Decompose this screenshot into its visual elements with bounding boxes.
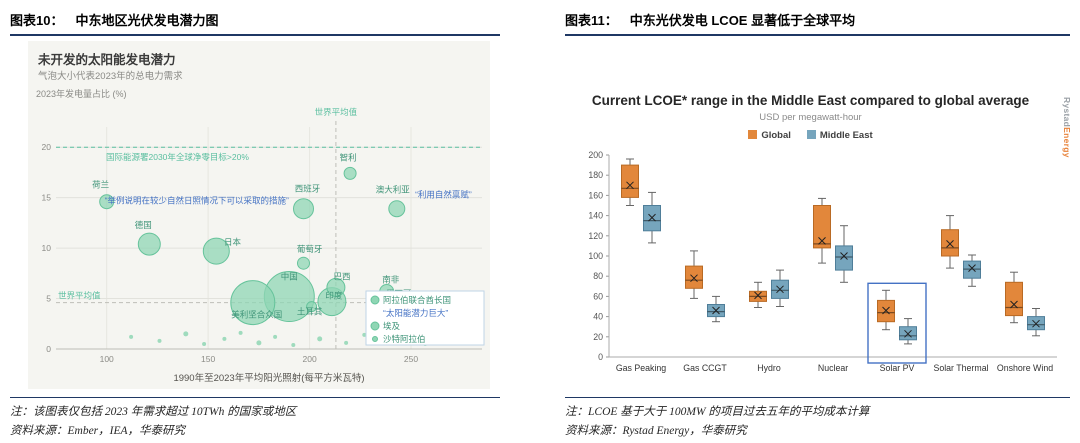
svg-text:世界平均值: 世界平均值 — [315, 107, 358, 117]
svg-text:80: 80 — [593, 271, 603, 281]
global-legend-swatch — [748, 130, 758, 139]
figure-11-foot-rule — [565, 397, 1070, 398]
figure-10-title: 中东地区光伏发电潜力图 — [75, 13, 219, 28]
svg-text:南非: 南非 — [382, 274, 400, 284]
svg-text:Gas CCGT: Gas CCGT — [683, 363, 727, 373]
svg-text:100: 100 — [588, 251, 603, 261]
figure-10-note: 注：该图表仅包括 2023 年需求超过 10TWh 的国家或地区 — [10, 406, 297, 418]
figure-10-foot-rule — [10, 397, 500, 398]
svg-text:土耳其: 土耳其 — [297, 307, 323, 317]
lcoe-chart-legend: Global Middle East — [565, 130, 1056, 141]
bubble-chart-title: 未开发的太阳能发电潜力 — [38, 53, 176, 67]
svg-text:60: 60 — [593, 291, 603, 301]
svg-text:Nuclear: Nuclear — [818, 363, 848, 373]
lcoe-chart-subtitle: USD per megawatt-hour — [759, 112, 862, 123]
svg-text:印度: 印度 — [325, 291, 343, 301]
bubble-chart-plot: 0 5 10 15 20 100 150 200 250 国际能源署2030年全球净零目标>20%… — [42, 107, 485, 384]
figure-10-section: 图表10： 中东地区光伏发电潜力图 未开发的太阳能发电潜力 气泡大小代表2023… — [10, 10, 500, 438]
svg-text:0: 0 — [46, 344, 51, 354]
svg-text:15: 15 — [42, 193, 52, 203]
figure-11-number: 图表11： — [565, 13, 618, 28]
svg-text:20: 20 — [593, 332, 603, 342]
rystad-energy-watermark: RystadEnergy — [1062, 97, 1072, 158]
legend-item-global: Global — [748, 130, 791, 141]
svg-text:巴西: 巴西 — [333, 271, 350, 281]
svg-text:Solar PV: Solar PV — [880, 363, 915, 373]
svg-text:“利用自然禀赋”: “利用自然禀赋” — [415, 190, 472, 200]
middle-east-legend-swatch — [806, 130, 816, 139]
svg-text:100: 100 — [100, 354, 114, 364]
svg-text:180: 180 — [588, 170, 603, 180]
legend-item-middle-east: Middle East — [806, 130, 873, 141]
figure-10-header: 图表10： 中东地区光伏发电潜力图 — [10, 10, 500, 34]
watermark-energy: Energy — [1062, 127, 1072, 158]
svg-text:200: 200 — [588, 150, 603, 160]
svg-text:世界平均值: 世界平均值 — [58, 291, 101, 301]
svg-text:澳大利亚: 澳大利亚 — [376, 185, 411, 195]
svg-text:140: 140 — [588, 211, 603, 221]
svg-text:“举例说明在较少自然日照情况下可以采取的措施”: “举例说明在较少自然日照情况下可以采取的措施” — [105, 196, 289, 206]
global-legend-label: Global — [761, 130, 791, 141]
svg-text:Hydro: Hydro — [757, 363, 781, 373]
figure-11-source: 资料来源：Rystad Energy，华泰研究 — [565, 425, 747, 437]
figure-10-number: 图表10： — [10, 13, 64, 28]
svg-text:Gas Peaking: Gas Peaking — [616, 363, 666, 373]
svg-text:德国: 德国 — [135, 220, 152, 230]
svg-text:西班牙: 西班牙 — [295, 184, 321, 194]
svg-text:国际能源署2030年全球净零目标>20%: 国际能源署2030年全球净零目标>20% — [106, 152, 249, 162]
figure-10-source: 资料来源：Ember，IEA，华泰研究 — [10, 425, 186, 437]
svg-text:美利坚合众国: 美利坚合众国 — [231, 310, 282, 320]
middle-east-legend-label: Middle East — [819, 130, 873, 141]
svg-text:日本: 日本 — [224, 237, 242, 247]
figure-11-section: 图表11： 中东光伏发电 LCOE 显著低于全球平均 Current LCOE*… — [565, 10, 1072, 438]
svg-text:埃及: 埃及 — [383, 321, 401, 331]
figure-11-header: 图表11： 中东光伏发电 LCOE 显著低于全球平均 — [565, 10, 1070, 34]
svg-text:150: 150 — [201, 354, 215, 364]
svg-text:中国: 中国 — [281, 271, 298, 281]
svg-text:160: 160 — [588, 190, 603, 200]
svg-text:Solar Thermal: Solar Thermal — [933, 363, 988, 373]
svg-text:1990年至2023年平均阳光照射(每平方米瓦特): 1990年至2023年平均阳光照射(每平方米瓦特) — [173, 372, 364, 384]
svg-text:250: 250 — [404, 354, 418, 364]
lcoe-boxplot-chart: Current LCOE* range in the Middle East c… — [565, 41, 1072, 389]
svg-text:阿拉伯联合酋长国: 阿拉伯联合酋长国 — [383, 295, 451, 305]
svg-text:20: 20 — [42, 142, 52, 152]
bubble-chart-y-axis-label: 2023年发电量占比 (%) — [36, 89, 127, 99]
figure-10-header-rule — [10, 34, 500, 36]
svg-text:“太阳能潜力巨大”: “太阳能潜力巨大” — [383, 308, 448, 318]
svg-text:荷兰: 荷兰 — [92, 180, 109, 190]
svg-text:0: 0 — [598, 352, 603, 362]
figure-11-note: 注：LCOE 基于大于 100MW 的项目过去五年的平均成本计算 — [565, 406, 870, 418]
svg-text:40: 40 — [593, 312, 603, 322]
lcoe-boxplot-plot: 0 20 40 60 80 100 120 140 160 180 200 Gas Peaking Ga… — [588, 150, 1057, 373]
figure-11-header-rule — [565, 34, 1070, 36]
solar-potential-bubble-chart: 未开发的太阳能发电潜力 气泡大小代表2023年的总电力需求 2023年发电量占比… — [28, 41, 490, 389]
svg-text:Onshore Wind: Onshore Wind — [997, 363, 1053, 373]
figure-11-title: 中东光伏发电 LCOE 显著低于全球平均 — [629, 13, 856, 28]
svg-text:沙特阿拉伯: 沙特阿拉伯 — [383, 334, 426, 344]
svg-text:200: 200 — [303, 354, 317, 364]
svg-text:智利: 智利 — [340, 152, 357, 162]
bubble-chart-subtitle: 气泡大小代表2023年的总电力需求 — [38, 71, 183, 82]
lcoe-chart-title: Current LCOE* range in the Middle East c… — [591, 93, 1030, 108]
svg-text:120: 120 — [588, 231, 603, 241]
svg-text:10: 10 — [42, 243, 52, 253]
svg-text:5: 5 — [46, 294, 51, 304]
svg-text:葡萄牙: 葡萄牙 — [297, 244, 323, 254]
watermark-rystad: Rystad — [1062, 97, 1072, 128]
